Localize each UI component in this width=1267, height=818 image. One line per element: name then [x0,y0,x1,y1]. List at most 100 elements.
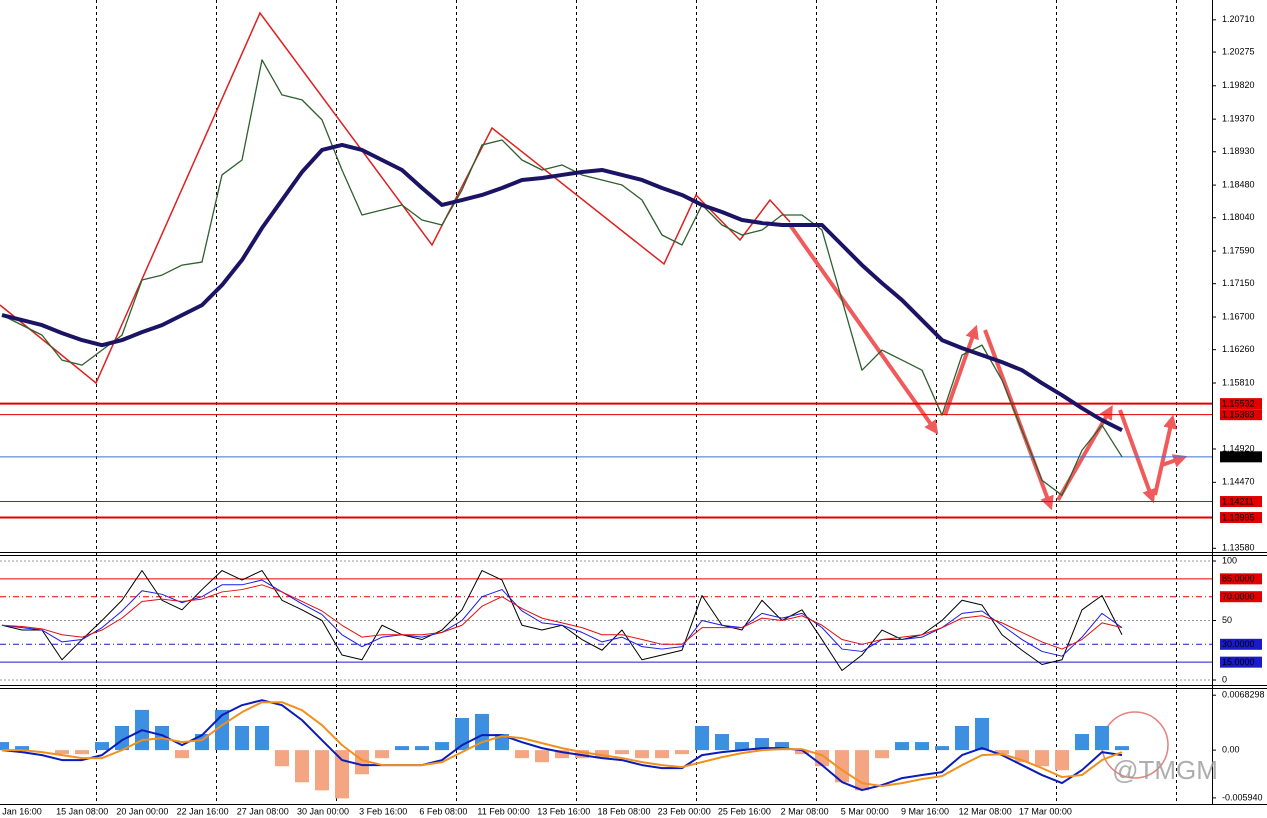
y-tick-label: 0.00 [1222,744,1240,754]
arrow [943,324,979,416]
histogram-bar [335,750,349,799]
histogram-bar [355,750,369,775]
histogram-bar [915,742,929,751]
y-tick-label: 1.18040 [1222,212,1255,222]
x-tick-label: 5 Mar 00:00 [841,806,889,816]
histogram-bar [395,746,409,751]
y-tick-label: 1.19820 [1222,80,1255,90]
histogram-bar [955,725,969,751]
watermark: @TMGM [1112,755,1218,785]
arrow [1153,414,1177,496]
histogram-bar [235,725,249,751]
histogram-bar [975,717,989,751]
arrow [788,223,939,435]
histogram-bar [95,742,109,751]
x-tick-label: 12 Mar 08:00 [959,806,1012,816]
x-tick-label: 17 Mar 00:00 [1019,806,1072,816]
histogram-bar [635,750,649,759]
histogram-bar [795,750,809,755]
x-tick-label: 25 Feb 16:00 [718,806,771,816]
y-tick-label: 1.16260 [1222,344,1255,354]
x-tick-label: 30 Jan 00:00 [297,806,349,816]
y-tick-label: 1.14470 [1222,477,1255,487]
level-label-box [1220,496,1262,508]
series-line [2,701,1123,788]
y-tick-label: 1.16700 [1222,311,1255,321]
histogram-bar [0,742,9,751]
x-tick-label: 23 Feb 00:00 [658,806,711,816]
level-label: 1.15532 [1222,398,1255,408]
histogram-bar [255,725,269,751]
level-label: 1.13995 [1222,512,1255,522]
histogram-bar [895,742,909,751]
histogram-bar [415,746,429,751]
histogram-bar [435,742,449,751]
x-tick-label: 9 Mar 16:00 [901,806,949,816]
series-line [1,142,1123,433]
histogram-bar [1035,750,1049,767]
histogram-bar [735,742,749,751]
y-tick-label: 1.17590 [1222,245,1255,255]
level-label-box [1220,398,1262,410]
x-tick-label: 3 Feb 16:00 [359,806,407,816]
y-tick-label: 1.19370 [1222,114,1255,124]
histogram-bar [675,750,689,755]
histogram-bar [515,750,529,759]
y-tick-label: 1.20710 [1222,14,1255,24]
x-tick-label: 27 Jan 08:00 [237,806,289,816]
histogram-bar [275,750,289,767]
series-line [1,59,1123,496]
histogram-bar [1115,746,1129,751]
y-tick-label: 1.13580 [1222,543,1255,553]
y-tick-label: 1.20275 [1222,46,1255,56]
x-tick-label: 11 Feb 00:00 [477,806,529,816]
histogram-bar [695,725,709,751]
level-label: 85.0000 [1222,574,1255,584]
histogram-bar [655,750,669,759]
level-label: 1.14211 [1222,496,1254,506]
histogram-bar [775,742,789,751]
level-label-box [1220,573,1262,585]
histogram-bar [875,750,889,759]
histogram-bar [555,750,569,759]
x-tick-label: 2 Mar 08:00 [781,806,829,816]
arrow [1118,409,1156,504]
level-label-box [1220,591,1262,603]
histogram-bar [55,750,69,755]
histogram-bar [75,750,89,755]
histogram-bar [615,750,629,755]
histogram-bar [995,750,1009,755]
x-tick-label: 6 Feb 08:00 [419,806,467,816]
level-label: 70.0000 [1222,592,1255,602]
level-label: 1.15383 [1222,410,1255,420]
y-tick-label: 1.18480 [1222,179,1255,189]
y-tick-label: 1.14920 [1222,443,1255,453]
histogram-bar [535,750,549,763]
histogram-bar [15,746,29,751]
y-tick-label: 100 [1222,555,1237,565]
y-tick-label: 1.15810 [1222,377,1255,387]
histogram-bar [1095,725,1109,751]
histogram-bar [935,746,949,751]
y-tick-label: 1.18930 [1222,146,1255,156]
arrow [1161,454,1188,468]
y-tick-label: 1.17150 [1222,278,1255,288]
x-tick-label: 20 Jan 00:00 [116,806,168,816]
level-label-box [1220,656,1262,668]
histogram-bar [115,725,129,751]
level-label-box [1220,512,1262,524]
histogram-bar [1055,750,1069,771]
y-tick-label: 50 [1222,615,1232,625]
histogram-bar [715,734,729,751]
level-label-box [1220,638,1262,650]
y-tick-label: -0.005940 [1222,792,1263,802]
x-tick-label: 18 Feb 08:00 [597,806,650,816]
histogram-bar [455,717,469,751]
x-tick-label: 13 Feb 16:00 [537,806,590,816]
x-tick-label: 22 Jan 16:00 [177,806,229,816]
histogram-bar [295,750,309,783]
